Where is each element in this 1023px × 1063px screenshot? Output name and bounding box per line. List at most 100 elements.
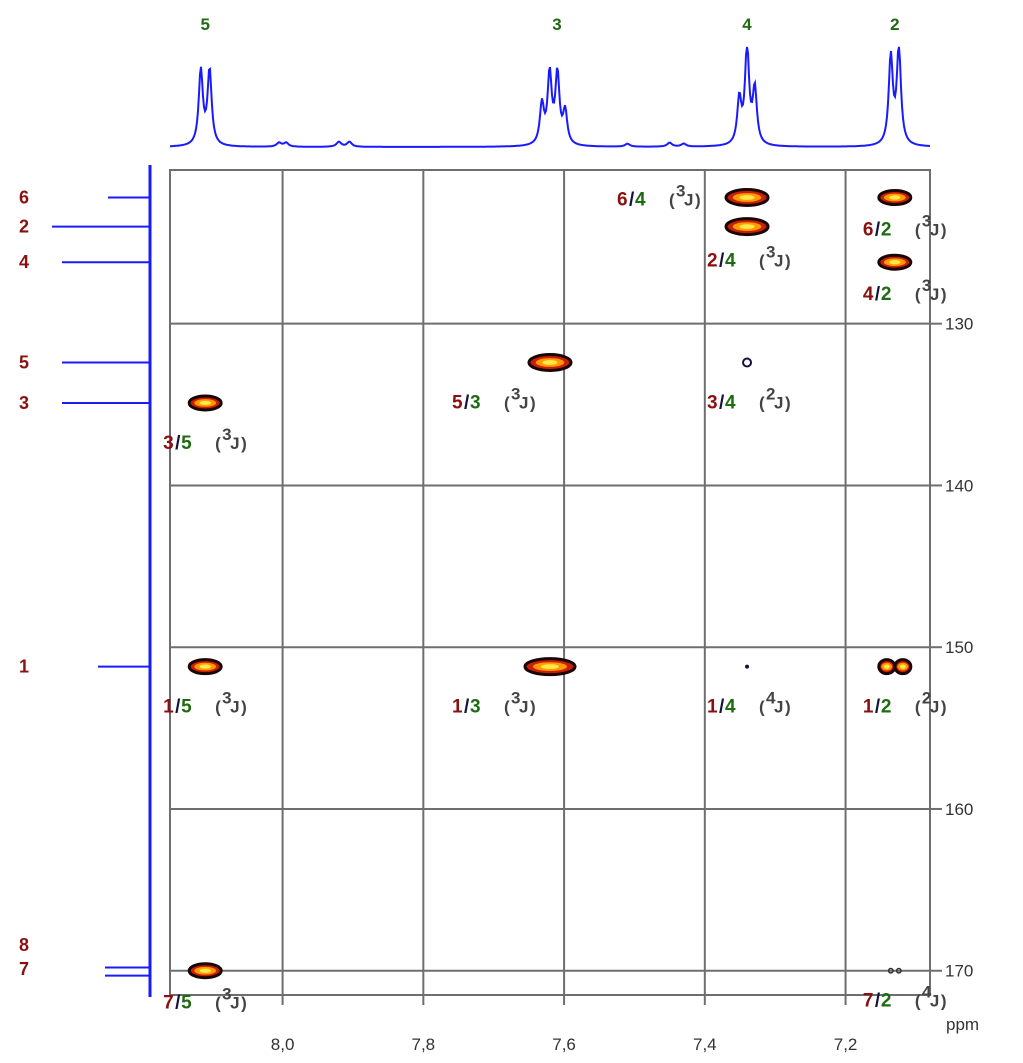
annotation-open-paren: (: [759, 698, 765, 717]
annotation-open-paren: (: [669, 191, 675, 210]
x-tick-label: 7,2: [834, 1035, 858, 1054]
cross-peak: [877, 658, 913, 676]
annotation-close-paren: ): [530, 394, 536, 413]
annotation-carbon: 3: [707, 393, 718, 414]
annotation-proton: 3: [470, 393, 481, 414]
annotation-carbon: 1: [863, 697, 874, 718]
carbon-label: 8: [19, 935, 29, 955]
annotation-j: J: [684, 191, 693, 210]
peak-contour-outer: [895, 967, 902, 974]
y-tick-label: 140: [945, 476, 973, 495]
x-axis-unit-label: ppm: [946, 1015, 979, 1034]
annotation-j-order: 3: [511, 385, 520, 404]
peak-contour-core: [883, 664, 890, 669]
annotation-slash: /: [875, 991, 881, 1012]
peak-annotation: 1/2(2J): [863, 689, 947, 718]
annotation-carbon: 1: [452, 697, 463, 718]
annotation-j: J: [930, 285, 939, 304]
proton-label: 2: [890, 15, 899, 34]
peak-annotation: 7/2 (4J): [863, 983, 947, 1012]
annotation-j-order: 2: [766, 385, 775, 404]
annotation-slash: /: [875, 220, 881, 241]
annotation-proton: 5: [181, 993, 192, 1014]
annotation-proton: 2: [881, 991, 892, 1012]
annotation-carbon: 6: [863, 220, 874, 241]
peak-contour-core: [739, 224, 755, 230]
peak-contour-core: [899, 664, 906, 669]
peak-annotation: 6/2 (3J): [863, 212, 947, 241]
annotation-j: J: [230, 698, 239, 717]
annotation-proton: 4: [635, 190, 646, 211]
annotation-carbon: 6: [617, 190, 628, 211]
proton-label: 3: [552, 15, 561, 34]
peak-annotations: 6/4(3J)2/4(3J)6/2(3J)4/2(3J)5/3(3J) 3/4(2…: [163, 182, 946, 1014]
cross-peak: [527, 353, 573, 372]
cross-peak: [887, 967, 902, 974]
annotation-j-order: 3: [922, 276, 931, 295]
peak-annotation: 1/4(4J): [707, 689, 791, 718]
annotation-slash: /: [175, 433, 181, 454]
annotation-slash: /: [719, 251, 725, 272]
carbon-label: 3: [19, 393, 29, 413]
annotation-proton: 2: [881, 284, 892, 305]
annotation-open-paren: (: [215, 994, 221, 1013]
annotation-j-order: 3: [511, 689, 520, 708]
annotation-close-paren: ): [241, 434, 247, 453]
peak-contour-outer: [742, 357, 753, 368]
carbon-projection: [52, 165, 152, 997]
annotation-j: J: [230, 434, 239, 453]
annotation-proton: 2: [881, 697, 892, 718]
annotation-open-paren: (: [915, 992, 921, 1011]
peak-annotation: 4/2 (3J): [863, 276, 947, 305]
annotation-close-paren: ): [695, 191, 701, 210]
annotation-j: J: [774, 252, 783, 271]
annotation-close-paren: ): [530, 698, 536, 717]
annotation-j-order: 3: [766, 243, 775, 262]
peak-annotation: 5/3(3J): [452, 385, 536, 414]
annotation-close-paren: ): [941, 698, 947, 717]
annotation-close-paren: ): [241, 698, 247, 717]
annotation-carbon: 5: [452, 393, 463, 414]
annotation-j-order: 3: [922, 212, 931, 231]
annotation-j-order: 3: [676, 182, 685, 201]
annotation-slash: /: [719, 697, 725, 718]
annotation-close-paren: ): [941, 992, 947, 1011]
plot-frame: [169, 169, 931, 996]
annotation-j-order: 4: [922, 983, 932, 1002]
annotation-carbon: 7: [863, 991, 874, 1012]
cross-peak: [724, 188, 770, 207]
annotation-j: J: [519, 394, 528, 413]
proton-label: 5: [200, 15, 209, 34]
proton-labels: 5 3 4 2: [200, 15, 899, 34]
annotation-slash: /: [875, 284, 881, 305]
carbon-label: 1: [19, 657, 29, 677]
annotation-open-paren: (: [915, 698, 921, 717]
annotation-proton: 4: [725, 251, 736, 272]
annotation-j: J: [930, 698, 939, 717]
annotation-j: J: [519, 698, 528, 717]
peak-annotation: 6/4 (3J): [617, 182, 701, 211]
peak-contour-core: [542, 360, 558, 365]
annotation-j: J: [230, 994, 239, 1013]
annotation-open-paren: (: [915, 221, 921, 240]
annotation-proton: 5: [181, 433, 192, 454]
carbon-label: 4: [19, 252, 29, 272]
peak-annotation: 2/4 (3J): [707, 243, 791, 272]
proton-spectrum-trace: [170, 46, 931, 148]
grid-lines: [170, 170, 930, 995]
annotation-slash: /: [629, 190, 635, 211]
annotation-slash: /: [175, 993, 181, 1014]
annotation-j-order: 3: [222, 985, 231, 1004]
x-axis: 8,0 7,8 7,6 7,4 7,2: [271, 995, 858, 1054]
annotation-j: J: [774, 698, 783, 717]
x-tick-label: 7,4: [693, 1035, 717, 1054]
cross-peak: [742, 357, 753, 368]
annotation-carbon: 4: [863, 284, 874, 305]
carbon-label: 7: [19, 959, 29, 979]
y-axis: 130 140 150 160 170: [930, 315, 973, 981]
annotation-slash: /: [464, 697, 470, 718]
annotation-j-order: 3: [222, 689, 231, 708]
annotation-open-paren: (: [915, 285, 921, 304]
annotation-j-order: 3: [222, 425, 231, 444]
annotation-slash: /: [875, 697, 881, 718]
